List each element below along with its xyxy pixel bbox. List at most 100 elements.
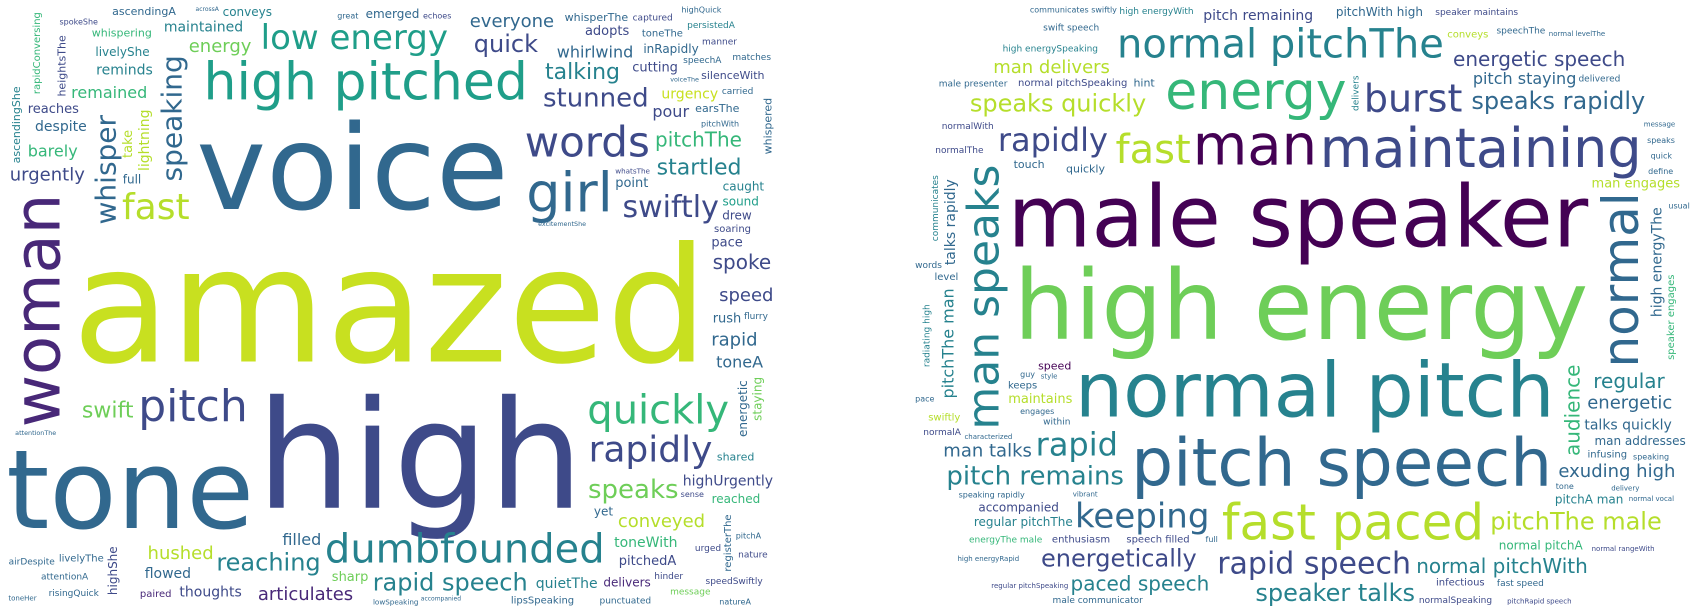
word-woman: woman — [4, 194, 75, 428]
word-energetic-speech: energetic speech — [1453, 47, 1625, 71]
word-amazed: amazed — [72, 213, 708, 400]
word-maintained: maintained — [164, 20, 243, 36]
word-rapid-speech: rapid speech — [373, 569, 528, 597]
word-conveyed: conveyed — [618, 511, 705, 532]
word-pitchthe-man: pitchThe man — [939, 288, 958, 398]
word-whispered: whispered — [762, 98, 775, 155]
word-energy: energy — [1165, 62, 1346, 122]
word-normal-levelthe: normal levelThe — [1549, 30, 1605, 38]
word-ascendingshe: ascendingShe — [10, 86, 23, 163]
word-drew: drew — [722, 209, 752, 223]
word-take: take — [121, 130, 136, 158]
word-rush: rush — [713, 311, 742, 326]
word-delivers: delivers — [603, 576, 650, 590]
word-pitcheda: pitchedA — [619, 554, 677, 569]
word-airdespite: airDespite — [9, 557, 56, 567]
word-captured: captured — [633, 14, 673, 24]
word-pitchrapid-speech: pitchRapid speech — [1507, 597, 1571, 605]
word-flurry: flurry — [744, 312, 769, 322]
word-speaks: speaks — [588, 475, 679, 505]
word-high-energyrapid: high energyRapid — [957, 555, 1019, 563]
word-cloud-left: amazed high voice tone woman girl high pitched… — [4, 4, 776, 608]
word-tone: tone — [6, 426, 254, 554]
word-voice: voice — [196, 99, 508, 237]
word-rapidly: rapidly — [589, 430, 713, 471]
word-sense: sense — [681, 490, 704, 499]
word-delivered: delivered — [1578, 74, 1620, 84]
word-tonewith: toneWith — [614, 535, 677, 551]
word-energy: energy — [189, 36, 252, 57]
word-sharp: sharp — [332, 570, 369, 585]
word-rapidly: rapidly — [998, 121, 1108, 159]
word-swift: swift — [82, 398, 134, 423]
word-reminds: reminds — [96, 63, 153, 79]
word-energetic: energetic — [736, 380, 750, 437]
word-acrossa: acrossA — [196, 6, 220, 13]
word-message: message — [670, 588, 711, 598]
word-accompanied: accompanied — [421, 596, 461, 603]
word-swiftly: swiftly — [623, 190, 719, 225]
word-reached: reached — [712, 492, 761, 506]
word-man: man — [1193, 114, 1317, 179]
word-normal-pitch: normal pitch — [1075, 346, 1555, 435]
word-pitch-remaining: pitch remaining — [1203, 8, 1313, 24]
word-speed: speed — [719, 285, 773, 306]
word-thoughts: thoughts — [179, 585, 241, 601]
word-tonethe: toneThe — [642, 28, 683, 39]
word-low-energy: low energy — [261, 18, 448, 58]
word-registerthe: registerThe — [723, 514, 734, 571]
word-point: point — [615, 176, 648, 191]
word-full: full — [123, 173, 142, 187]
word-swift-speech: swift speech — [1043, 24, 1099, 34]
word-whatsthe: whatsThe — [615, 166, 650, 175]
word-speaks: speaks — [1647, 136, 1675, 145]
word-normal-pitcha: normal pitchA — [1499, 539, 1584, 553]
word-pitcha-man: pitchA man — [1555, 493, 1624, 507]
word-barely: barely — [28, 142, 78, 161]
word-fast: fast — [1116, 127, 1191, 173]
word-infectious: infectious — [1436, 577, 1485, 588]
word-talks-quickly: talks quickly — [1584, 418, 1671, 434]
word-pitch-speech: pitch speech — [1131, 424, 1552, 501]
word-conveys: conveys — [1447, 29, 1488, 40]
word-keeps: keeps — [1008, 381, 1037, 392]
word-speaking: speaking — [156, 55, 189, 181]
word-energythe-male: energyThe male — [969, 535, 1043, 545]
word-speaks-rapidly: speaks rapidly — [1471, 87, 1645, 115]
word-rapid: rapid — [1036, 425, 1118, 463]
word-risingquick: risingQuick — [49, 589, 100, 599]
word-touch: touch — [1014, 158, 1045, 171]
word-male-communicator: male communicator — [1053, 596, 1144, 606]
word-fast-speed: fast speed — [1497, 579, 1544, 589]
word-silencewith: silenceWith — [701, 69, 764, 82]
word-matches: matches — [732, 53, 771, 63]
word-hushed: hushed — [148, 543, 214, 564]
word-normalwith: normalWith — [942, 122, 994, 132]
word-speech-filled: speech filled — [1126, 535, 1189, 546]
word-energetically: energetically — [1041, 545, 1197, 573]
word-rapid: rapid — [711, 329, 757, 350]
word-reaching: reaching — [216, 549, 320, 577]
word-girl: girl — [526, 162, 612, 225]
word-pace: pace — [711, 236, 742, 251]
word-pitchthe: pitchThe — [655, 127, 742, 151]
word-maintaining: maintaining — [1320, 117, 1642, 180]
word-vibrant: vibrant — [1073, 491, 1098, 499]
word-paced-speech: paced speech — [1071, 571, 1210, 595]
word-sound: sound — [722, 194, 758, 208]
word-quick: quick — [474, 30, 538, 58]
word-engages: engages — [1020, 407, 1054, 416]
word-normal: normal — [1592, 192, 1650, 367]
word-style: style — [1041, 373, 1058, 381]
word-quick: quick — [1651, 152, 1673, 161]
word-pitch: pitch — [138, 381, 247, 432]
word-cutting: cutting — [632, 61, 678, 76]
word-carried: carried — [722, 87, 753, 97]
word-quickly: quickly — [1066, 162, 1105, 175]
word-man-talks: man talks — [943, 440, 1032, 461]
word-maintains: maintains — [1008, 392, 1072, 407]
word-enthusiasm: enthusiasm — [1052, 535, 1110, 546]
word-within: within — [1043, 418, 1070, 428]
word-stunned: stunned — [543, 83, 649, 113]
word-radiating-high: radiating high — [922, 304, 932, 367]
